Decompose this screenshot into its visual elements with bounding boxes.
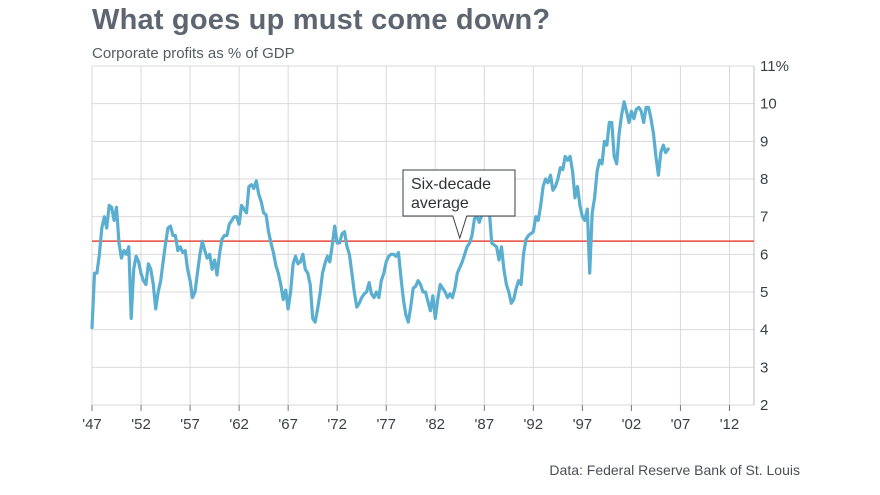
profits-series-line xyxy=(90,100,670,330)
x-tick-label: '12 xyxy=(720,416,740,433)
y-tick-label: 11% xyxy=(760,58,789,75)
y-tick-label: 3 xyxy=(760,359,768,376)
x-tick-label: '77 xyxy=(376,416,396,433)
x-tick-label: '02 xyxy=(622,416,642,433)
y-tick-label: 2 xyxy=(760,397,768,414)
y-tick-label: 7 xyxy=(760,209,768,226)
y-tick-label: 4 xyxy=(760,322,768,339)
x-tick-label: '52 xyxy=(131,416,151,433)
callout-line-1: Six-decade xyxy=(411,176,491,193)
callout-line-2: average xyxy=(411,195,469,212)
x-tick-label: '97 xyxy=(573,416,593,433)
x-tick-label: '62 xyxy=(229,416,249,433)
average-callout-box xyxy=(402,169,516,240)
x-tick-label: '57 xyxy=(180,416,200,433)
axis-layer: 11% 10 9 8 7 6 5 4 3 2 '47 '52 '57 '62 '67 '72 '77 '82 '87… xyxy=(82,58,789,433)
chart-subtitle: Corporate profits as % of GDP xyxy=(92,45,295,62)
y-tick-label: 6 xyxy=(760,246,768,263)
x-tick-label: '82 xyxy=(425,416,445,433)
x-tick-label: '72 xyxy=(327,416,347,433)
series-layer xyxy=(90,100,670,330)
x-tick-label: '67 xyxy=(278,416,298,433)
x-tick-label: '92 xyxy=(524,416,544,433)
x-tick-label: '47 xyxy=(82,416,102,433)
y-tick-label: 10 xyxy=(760,96,777,113)
y-tick-label: 5 xyxy=(760,284,768,301)
y-tick-label: 8 xyxy=(760,171,768,188)
callout-layer: Six-decade average xyxy=(402,169,516,240)
chart-title: What goes up must come down? xyxy=(92,4,551,36)
y-tick-label: 9 xyxy=(760,133,768,150)
x-tick-label: '87 xyxy=(475,416,495,433)
data-source-note: Data: Federal Reserve Bank of St. Louis xyxy=(549,462,800,478)
x-tick-label: '07 xyxy=(671,416,691,433)
grid-layer xyxy=(91,65,755,406)
